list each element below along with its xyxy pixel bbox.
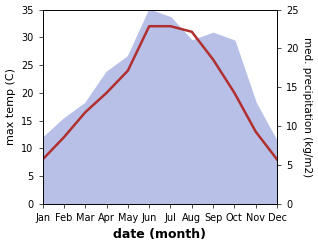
Y-axis label: med. precipitation (kg/m2): med. precipitation (kg/m2) bbox=[302, 37, 313, 177]
Y-axis label: max temp (C): max temp (C) bbox=[5, 68, 16, 145]
X-axis label: date (month): date (month) bbox=[113, 228, 206, 242]
